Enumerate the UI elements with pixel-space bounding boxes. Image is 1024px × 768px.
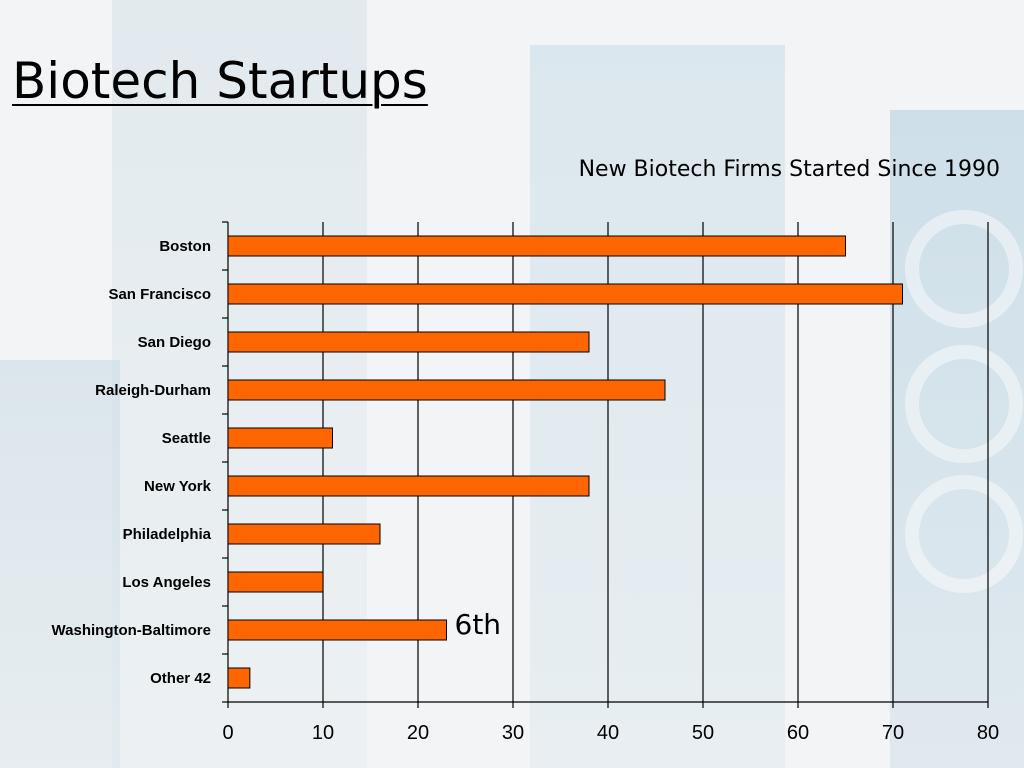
bar	[227, 283, 903, 305]
category-label: New York	[144, 478, 212, 495]
category-label: Philadelphia	[123, 526, 212, 543]
category-label: Washington-Baltimore	[52, 622, 211, 639]
annotation-label: 6th	[455, 608, 502, 641]
x-tick-label: 0	[222, 722, 233, 744]
x-tick-label: 60	[787, 722, 809, 744]
bar	[227, 571, 324, 593]
x-tick-label: 80	[977, 722, 999, 744]
bar	[227, 379, 666, 401]
bar	[227, 523, 381, 545]
bar	[227, 667, 251, 689]
category-label: San Diego	[138, 334, 211, 351]
bar	[227, 235, 846, 257]
slide-title: Biotech Startups	[12, 52, 428, 110]
bar-layer	[227, 235, 903, 689]
x-tick-label: 10	[312, 722, 334, 744]
bar	[227, 619, 447, 641]
label-layer: 0 10 20 30 40 50 60 70 80 Boston San Francisco San …	[52, 238, 1000, 744]
x-tick-label: 40	[597, 722, 619, 744]
category-label: San Francisco	[108, 286, 211, 303]
chart-title: New Biotech Firms Started Since 1990	[578, 157, 1000, 182]
x-tick-label: 50	[692, 722, 714, 744]
category-label: Raleigh-Durham	[95, 382, 211, 399]
x-tick-label: 70	[882, 722, 904, 744]
bar	[227, 427, 333, 449]
x-tick-label: 20	[407, 722, 429, 744]
category-label: Other 42	[150, 670, 211, 687]
category-label: Los Angeles	[122, 574, 211, 591]
category-label: Boston	[159, 238, 211, 255]
bar	[227, 331, 590, 353]
bar	[227, 475, 590, 497]
x-tick-label: 30	[502, 722, 524, 744]
category-label: Seattle	[162, 430, 211, 447]
